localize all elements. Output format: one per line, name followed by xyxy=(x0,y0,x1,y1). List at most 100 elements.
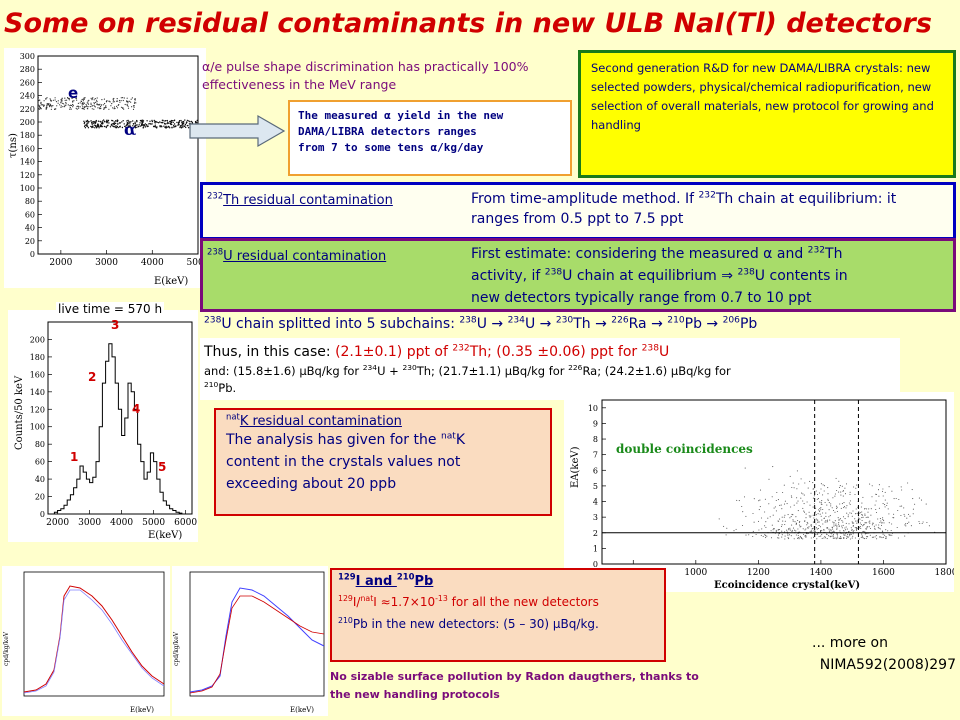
coincidence-point xyxy=(743,496,746,498)
psd-point xyxy=(92,126,94,128)
psd-point xyxy=(134,99,136,101)
coincidence-point xyxy=(834,495,836,497)
coincidence-point xyxy=(859,512,861,514)
coincidence-point xyxy=(827,499,829,502)
psd-point xyxy=(136,121,138,123)
thus-line3: 210Pb. xyxy=(204,380,237,395)
coincidence-point xyxy=(866,536,868,538)
psd-point xyxy=(105,100,108,102)
psd-point xyxy=(85,124,87,126)
coincidence-point xyxy=(795,534,797,536)
psd-point xyxy=(71,104,73,107)
psd-point xyxy=(50,100,52,102)
psd-point xyxy=(103,108,105,110)
coincidence-point xyxy=(819,526,822,528)
psd-point xyxy=(69,107,71,109)
psd-scatter-svg: 0 20 40 60 80 100 120 140 160 180 200 220 240 260 280 3… xyxy=(8,52,210,287)
coincidence-point xyxy=(741,524,744,527)
coincidence-point xyxy=(847,516,849,518)
coincidence-point xyxy=(819,510,821,512)
psd-point xyxy=(164,120,166,122)
coincidence-point xyxy=(843,502,845,504)
coincidence-point xyxy=(837,517,839,519)
coincidence-point xyxy=(819,530,822,532)
coincidence-point xyxy=(921,522,923,525)
psd-point xyxy=(83,121,86,124)
second-gen-box: Second generation R&D for new DAMA/LIBRA… xyxy=(578,50,956,178)
psd-point xyxy=(154,126,156,128)
coincidence-point xyxy=(792,514,794,516)
coincidence-ytick-label: 4 xyxy=(593,498,598,507)
psd-point xyxy=(61,102,64,104)
coincidence-point xyxy=(866,522,868,524)
coincidence-point xyxy=(797,500,799,502)
psd-point xyxy=(98,107,100,109)
coincidence-point xyxy=(843,507,845,509)
psd-point xyxy=(86,107,88,109)
psd-xtick-label: 3000 xyxy=(95,258,118,268)
coincidence-point xyxy=(781,516,783,518)
alpha-yield-line1: The measured α yield in the new xyxy=(298,109,504,122)
psd-point xyxy=(102,119,105,121)
coincidence-xtick-label: 1600 xyxy=(872,568,895,578)
coincidence-point xyxy=(718,518,720,520)
coincidence-point xyxy=(796,488,798,490)
coincidence-point xyxy=(806,501,808,503)
coincidence-point xyxy=(907,482,909,484)
coincidence-point xyxy=(878,527,880,529)
coincidence-point xyxy=(805,513,807,515)
psd-point xyxy=(145,124,148,126)
coincidence-point xyxy=(864,513,866,515)
psd-point xyxy=(113,106,116,108)
psd-ytick-label: 180 xyxy=(20,131,35,140)
coincidence-point xyxy=(817,498,820,500)
psd-point xyxy=(79,106,81,108)
coincidence-point xyxy=(825,512,827,514)
coincidence-point xyxy=(882,536,885,538)
coincidence-point xyxy=(832,509,835,512)
coincidence-point xyxy=(813,530,815,532)
psd-point xyxy=(89,106,91,108)
coincidence-point xyxy=(820,509,822,511)
psd-point xyxy=(126,123,129,125)
u-text: First estimate: considering the measured… xyxy=(471,243,955,309)
coincidence-point xyxy=(843,505,846,508)
coincidence-point xyxy=(866,508,868,510)
psd-point xyxy=(157,122,160,124)
psd-point xyxy=(76,108,78,110)
psd-point xyxy=(94,127,96,129)
coincidence-point xyxy=(868,508,870,510)
coincidence-point xyxy=(903,513,905,515)
psd-point xyxy=(179,125,182,128)
coincidence-point xyxy=(810,525,812,527)
coincidence-ytick-label: 0 xyxy=(593,560,598,569)
more-on-line2: NIMA592(2008)297 xyxy=(819,657,956,673)
psd-point xyxy=(146,125,148,127)
coincidence-point xyxy=(863,524,865,526)
coincidence-point xyxy=(828,530,830,532)
coincidence-point xyxy=(852,531,854,533)
coincidence-point xyxy=(799,535,801,537)
psd-xtick-label: 2000 xyxy=(49,258,72,268)
coincidence-xlabel: Ecoincidence crystal(keV) xyxy=(714,580,860,591)
coincidence-point xyxy=(782,520,784,522)
psd-point xyxy=(122,99,124,102)
coincidence-point xyxy=(851,515,853,517)
psd-point xyxy=(45,98,47,100)
coincidence-point xyxy=(844,527,846,529)
psd-point xyxy=(127,107,130,109)
psd-point xyxy=(121,126,124,129)
coincidence-point xyxy=(834,524,836,526)
psd-point xyxy=(149,122,151,125)
coincidence-point xyxy=(821,537,823,539)
coincidence-point xyxy=(860,524,862,526)
coincidence-point xyxy=(777,520,779,522)
coincidence-point xyxy=(819,513,821,515)
coincidence-point xyxy=(861,517,863,519)
coincidence-point xyxy=(819,501,821,503)
psd-point xyxy=(116,98,118,100)
coincidence-ytick-label: 6 xyxy=(593,466,598,475)
coincidence-point xyxy=(832,537,834,539)
psd-point xyxy=(92,121,94,123)
psd-point xyxy=(99,103,101,105)
